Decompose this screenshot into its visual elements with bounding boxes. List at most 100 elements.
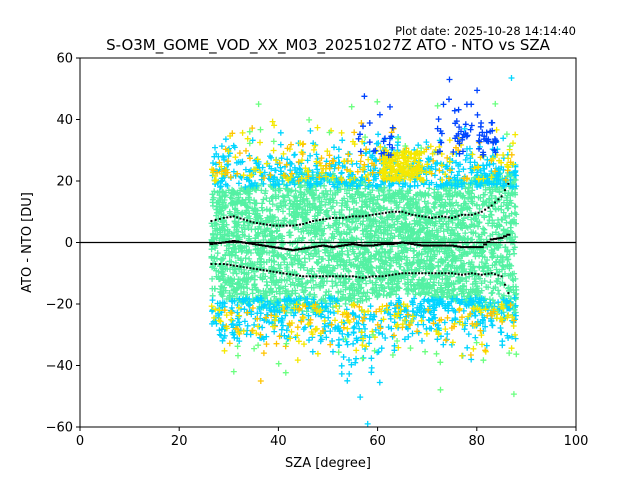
scatter-point: [480, 165, 487, 172]
scatter-point: [396, 199, 403, 206]
scatter-point: [492, 229, 499, 236]
scatter-point: [275, 285, 282, 292]
scatter-point: [380, 218, 387, 224]
scatter-point: [255, 246, 262, 253]
scatter-point: [367, 235, 373, 242]
scatter-point: [415, 251, 422, 258]
scatter-point: [329, 338, 336, 344]
scatter-point: [284, 297, 291, 304]
scatter-point: [440, 208, 447, 215]
scatter-point: [324, 212, 331, 219]
scatter-point: [234, 221, 241, 228]
scatter-point: [411, 220, 418, 227]
scatter-point: [365, 163, 372, 170]
scatter-point: [245, 269, 252, 276]
scatter-point: [273, 296, 280, 302]
scatter-point: [226, 290, 233, 296]
scatter-point: [430, 233, 437, 240]
scatter-point: [214, 250, 221, 257]
scatter-point: [252, 218, 259, 225]
scatter-point: [236, 295, 243, 302]
scatter-point: [387, 290, 393, 297]
scatter-point: [346, 357, 352, 363]
scatter-point: [461, 215, 467, 222]
scatter-point: [350, 248, 357, 255]
scatter-point: [283, 327, 290, 334]
scatter-point: [263, 333, 270, 340]
scatter-point: [340, 266, 347, 273]
scatter-point: [302, 287, 308, 294]
scatter-point: [330, 197, 337, 204]
scatter-point: [354, 207, 361, 214]
scatter-point: [209, 297, 216, 304]
scatter-point: [257, 331, 264, 338]
scatter-point: [408, 286, 415, 293]
scatter-point: [249, 305, 256, 311]
scatter-point: [283, 182, 290, 189]
scatter-point: [422, 248, 429, 255]
scatter-point: [377, 263, 384, 270]
scatter-point: [391, 278, 398, 285]
scatter-point: [235, 180, 242, 187]
scatter-point: [462, 236, 468, 243]
scatter-point: [467, 286, 474, 293]
scatter-point: [426, 245, 433, 252]
scatter-point: [335, 154, 342, 161]
scatter-point: [208, 255, 215, 261]
scatter-point: [439, 276, 446, 283]
scatter-point: [388, 206, 395, 213]
scatter-point: [430, 203, 437, 210]
scatter-point: [396, 212, 403, 219]
scatter-point: [323, 303, 330, 310]
scatter-point: [489, 322, 496, 329]
scatter-point: [386, 213, 392, 220]
scatter-point: [234, 189, 241, 196]
scatter-point: [458, 299, 465, 305]
scatter-point: [273, 228, 280, 235]
scatter-point: [429, 227, 436, 234]
scatter-point: [426, 298, 432, 305]
scatter-point: [469, 187, 476, 194]
scatter-point: [444, 276, 451, 283]
scatter-point: [287, 240, 294, 247]
scatter-point: [267, 300, 274, 307]
scatter-point: [439, 196, 445, 203]
scatter-point: [263, 195, 270, 202]
scatter-point: [209, 191, 216, 198]
scatter-point: [348, 226, 354, 232]
scatter-point: [329, 304, 336, 311]
scatter-point: [351, 287, 358, 294]
scatter-point: [211, 285, 218, 292]
scatter-point: [291, 255, 298, 262]
scatter-point: [443, 209, 450, 216]
scatter-point: [391, 221, 398, 228]
scatter-point: [324, 191, 331, 198]
scatter-point: [374, 183, 381, 190]
scatter-point: [307, 316, 314, 323]
scatter-point: [463, 250, 469, 257]
scatter-point: [340, 354, 347, 360]
scatter-point: [301, 255, 308, 262]
scatter-point: [500, 227, 507, 234]
scatter-point: [458, 251, 465, 258]
scatter-point: [338, 256, 345, 263]
scatter-point: [271, 328, 278, 335]
scatter-point: [505, 205, 512, 211]
scatter-point: [458, 290, 465, 297]
scatter-point: [282, 312, 289, 319]
scatter-point: [437, 201, 444, 208]
scatter-point: [331, 211, 338, 218]
scatter-point: [314, 155, 321, 162]
scatter-point: [252, 226, 259, 233]
scatter-point: [339, 137, 346, 144]
scatter-point: [502, 270, 508, 277]
scatter-point: [213, 320, 220, 327]
scatter-point: [302, 324, 309, 331]
scatter-point: [511, 250, 518, 257]
scatter-point: [239, 231, 246, 238]
scatter-point: [240, 328, 247, 335]
scatter-point: [489, 289, 496, 296]
scatter-point: [344, 341, 351, 348]
scatter-point: [257, 212, 263, 219]
